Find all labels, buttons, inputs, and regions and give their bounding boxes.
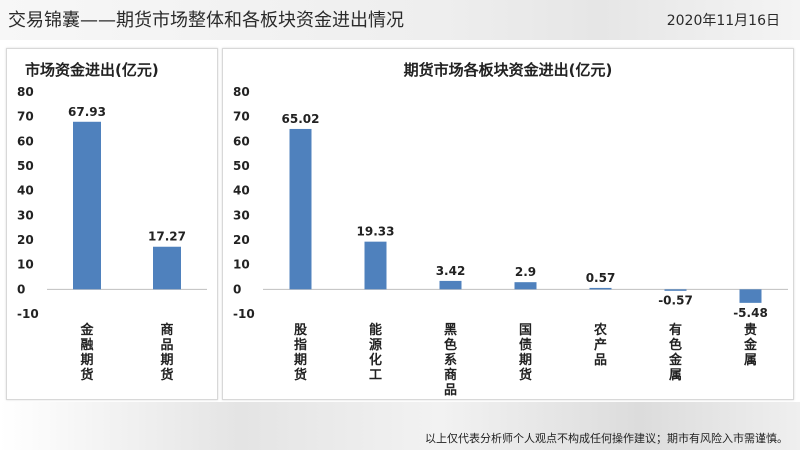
y-tick-label: 40 xyxy=(233,184,250,198)
y-tick-label: 50 xyxy=(233,159,250,173)
data-label: 17.27 xyxy=(148,230,186,244)
page-title: 交易锦囊——期货市场整体和各板块资金进出情况 xyxy=(8,10,404,31)
category-label: 商品期货 xyxy=(160,322,173,383)
y-tick-label: 70 xyxy=(233,110,250,124)
data-label: -0.57 xyxy=(658,294,693,308)
y-tick-label: 80 xyxy=(17,85,34,99)
y-tick-label: 10 xyxy=(17,258,34,272)
bar xyxy=(664,289,687,291)
bar xyxy=(514,282,537,290)
bar xyxy=(439,280,462,290)
data-label: 0.57 xyxy=(586,271,616,285)
sector-flow-chart: 80 70 60 50 40 30 20 10 0 -10 65.02 股指期货 19.33 能源化工 3.… xyxy=(233,85,788,398)
chart-title-sector-flow: 期货市场各板块资金进出(亿元) xyxy=(403,61,613,79)
category-label: 国债期货 xyxy=(519,323,532,383)
bar xyxy=(153,246,181,290)
footer-band xyxy=(0,402,800,450)
data-label: 2.9 xyxy=(515,265,536,279)
bar xyxy=(364,241,387,290)
y-tick-label: 80 xyxy=(233,85,250,99)
category-label: 农产品 xyxy=(593,322,607,368)
bar xyxy=(589,287,612,290)
y-tick-label: 30 xyxy=(233,208,250,222)
y-tick-label: 10 xyxy=(233,258,250,272)
data-label: 67.93 xyxy=(68,105,106,119)
y-tick-label: 0 xyxy=(17,282,25,296)
market-flow-panel: 市场资金进出(亿元) 80 70 60 50 40 30 20 10 0 -10 67.93 金融期货… xyxy=(6,48,218,400)
header-band xyxy=(0,0,800,40)
data-label: 3.42 xyxy=(436,264,466,278)
data-label: 19.33 xyxy=(357,225,395,239)
y-tick-label: 50 xyxy=(17,159,34,173)
market-flow-chart: 80 70 60 50 40 30 20 10 0 -10 67.93 金融期货 17.27 商品期货 xyxy=(17,85,207,383)
y-tick-label: -10 xyxy=(17,307,39,321)
chart-title-market-flow: 市场资金进出(亿元) xyxy=(25,61,159,79)
category-label: 贵金属 xyxy=(743,322,758,368)
bar xyxy=(739,289,762,303)
category-label: 股指期货 xyxy=(294,323,307,383)
bar xyxy=(73,121,101,290)
y-tick-label: 60 xyxy=(233,134,250,148)
y-tick-label: 30 xyxy=(17,208,34,222)
y-tick-label: -10 xyxy=(233,307,255,321)
data-label: -5.48 xyxy=(733,306,768,320)
y-tick-label: 70 xyxy=(17,110,34,124)
category-label: 有色金属 xyxy=(668,322,683,383)
category-label: 能源化工 xyxy=(369,322,382,383)
category-label: 金融期货 xyxy=(79,322,94,383)
sector-flow-panel: 期货市场各板块资金进出(亿元) 80 70 60 50 40 30 20 10 0 -10 65.0… xyxy=(222,48,794,400)
bar xyxy=(289,128,312,290)
y-tick-label: 20 xyxy=(17,233,34,247)
y-tick-label: 20 xyxy=(233,233,250,247)
report-date: 2020年11月16日 xyxy=(666,13,780,29)
y-tick-label: 40 xyxy=(17,184,34,198)
disclaimer-text: 以上仅代表分析师个人观点不构成任何操作建议；期市有风险入市需谨慎。 xyxy=(425,432,788,445)
category-label: 黑色系商品 xyxy=(444,323,457,398)
data-label: 65.02 xyxy=(282,112,320,126)
y-tick-label: 60 xyxy=(17,134,34,148)
y-tick-label: 0 xyxy=(233,282,241,296)
